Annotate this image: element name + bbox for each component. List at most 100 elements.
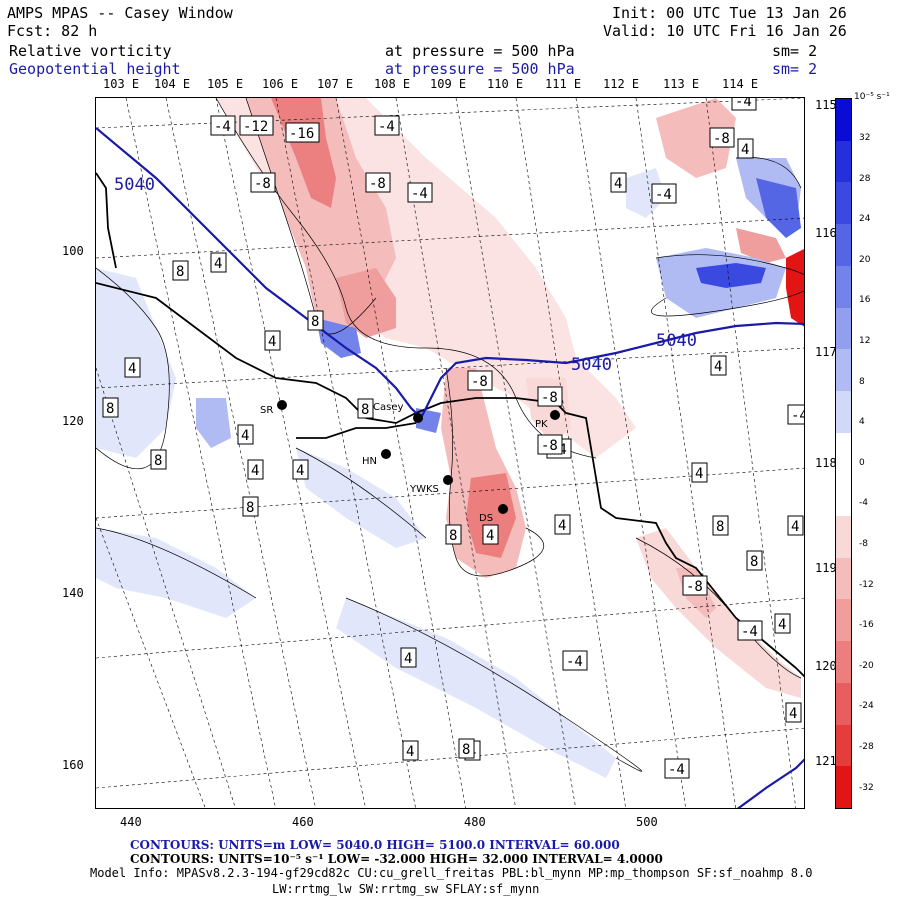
longitude-label: 113 E (663, 77, 700, 91)
vorticity-label: 4 (296, 463, 304, 479)
vorticity-label: 4 (614, 176, 622, 192)
station-label: Casey (373, 402, 403, 413)
vorticity-label: -12 (243, 119, 268, 135)
x-tick: 460 (292, 815, 314, 829)
vorticity-label-box (691, 462, 708, 483)
vorticity-label: 8 (176, 264, 184, 280)
vorticity-label-box (467, 370, 493, 391)
vorticity-label-box (365, 172, 391, 193)
vorticity-label: -8 (471, 374, 488, 390)
coastline (96, 172, 804, 678)
vorticity-label: -4 (791, 408, 805, 424)
longitude-label: 114 E (722, 77, 759, 91)
vorticity-label: 8 (246, 500, 254, 516)
colorbar-label: 8 (859, 376, 865, 387)
vorticity-label-box (407, 182, 433, 203)
vorticity-label: -4 (378, 119, 395, 135)
valid-time: Valid: 10 UTC Fri 16 Jan 26 (603, 22, 847, 40)
colorbar-step (836, 265, 851, 308)
vorticity-label: 4 (714, 359, 722, 375)
vorticity-label-box (537, 434, 563, 455)
vorticity-label-box (774, 613, 791, 634)
station-marker[interactable] (277, 400, 287, 410)
vorticity-label: -4 (655, 187, 672, 203)
vorticity-label-box (247, 459, 264, 480)
init-time: Init: 00 UTC Tue 13 Jan 26 (612, 4, 847, 22)
vorticity-label: 8 (462, 742, 470, 758)
height-label: 5040 (114, 175, 155, 195)
colorbar-label: -12 (859, 579, 874, 590)
x-tick: 480 (464, 815, 486, 829)
forecast-map[interactable]: 5040 5040 5040 -4 -12 -16 -4 -8 -8 -4 -4 -8 -4 4 8 4… (95, 97, 805, 809)
height-labels: 5040 5040 5040 (114, 175, 697, 375)
vorticity-label-box (250, 172, 276, 193)
height-contour-info: CONTOURS: UNITS=m LOW= 5040.0 HIGH= 5100… (130, 838, 620, 852)
vorticity-label-box (150, 449, 167, 470)
vorticity-label-box (712, 515, 729, 536)
colorbar-label: -24 (859, 701, 874, 712)
station-label: DS (479, 513, 493, 524)
colorbar-label: -16 (859, 620, 874, 631)
vorticity-label: -8 (369, 176, 386, 192)
colorbar-label: -4 (859, 498, 868, 509)
colorbar-step (836, 140, 851, 183)
colorbar-step (836, 390, 851, 433)
vorticity-label: -8 (254, 176, 271, 192)
vorticity-label: -8 (541, 438, 558, 454)
colorbar-step (836, 557, 851, 600)
vorticity-label: 4 (791, 519, 799, 535)
colorbar-step (836, 641, 851, 683)
station-marker[interactable] (413, 413, 423, 423)
colorbar-step (836, 766, 851, 808)
vorticity-label: 4 (741, 142, 749, 158)
vorticity-label-box (787, 404, 804, 425)
vorticity-label: 8 (106, 401, 114, 417)
model-title: AMPS MPAS -- Casey Window (7, 4, 233, 22)
colorbar-label: 4 (859, 417, 865, 428)
model-info: Model Info: MPASv8.2.3-194-gf29cd82c CU:… (90, 866, 813, 880)
vorticity-label: 8 (154, 453, 162, 469)
colorbar-label: 24 (859, 214, 871, 225)
x-tick: 500 (636, 815, 658, 829)
vorticity-label-box (172, 260, 189, 281)
colorbar-step (836, 182, 851, 225)
vorticity-label: 4 (406, 744, 414, 760)
colorbar-step (836, 99, 851, 141)
vorticity-label-box (264, 330, 281, 351)
station-marker[interactable] (550, 410, 560, 420)
vorticity-label-box (242, 496, 259, 517)
vorticity-label-box (737, 138, 754, 159)
vorticity-label: 4 (789, 706, 797, 722)
vorticity-label-box (458, 738, 475, 759)
longitude-label: 104 E (154, 77, 191, 91)
vorticity-label: 4 (128, 361, 136, 377)
vorticity-label: 4 (268, 334, 276, 350)
height-label: 5040 (656, 331, 697, 351)
vorticity-label: 8 (716, 519, 724, 535)
y-tick: 160 (62, 758, 84, 772)
colorbar-step (836, 516, 851, 558)
graticule (96, 98, 804, 808)
vorticity-label: 4 (695, 466, 703, 482)
geopotential-contour (96, 127, 804, 808)
colorbar-unit: 10⁻⁵ s⁻¹ (854, 92, 890, 102)
vorticity-label-box (400, 647, 417, 668)
vorticity-label: -4 (741, 624, 758, 640)
station-marker[interactable] (381, 449, 391, 459)
field1-smoothing: sm= 2 (772, 42, 818, 60)
colorbar-label: -8 (859, 539, 868, 549)
vorticity-label: 4 (404, 651, 412, 667)
longitude-label: 110 E (487, 77, 524, 91)
station-marker[interactable] (443, 475, 453, 485)
vorticity-label: 4 (486, 528, 494, 544)
vorticity-label-box (651, 183, 677, 204)
colorbar-step (836, 599, 851, 642)
vorticity-label: -4 (411, 186, 428, 202)
vorticity-label: -16 (289, 126, 314, 142)
forecast-hour: Fcst: 82 h (7, 22, 98, 40)
vorticity-label: -4 (668, 762, 685, 778)
colorbar-step (836, 724, 851, 767)
station-marker[interactable] (498, 504, 508, 514)
colorbar-label: -32 (859, 782, 874, 793)
vorticity-label: 4 (778, 617, 786, 633)
